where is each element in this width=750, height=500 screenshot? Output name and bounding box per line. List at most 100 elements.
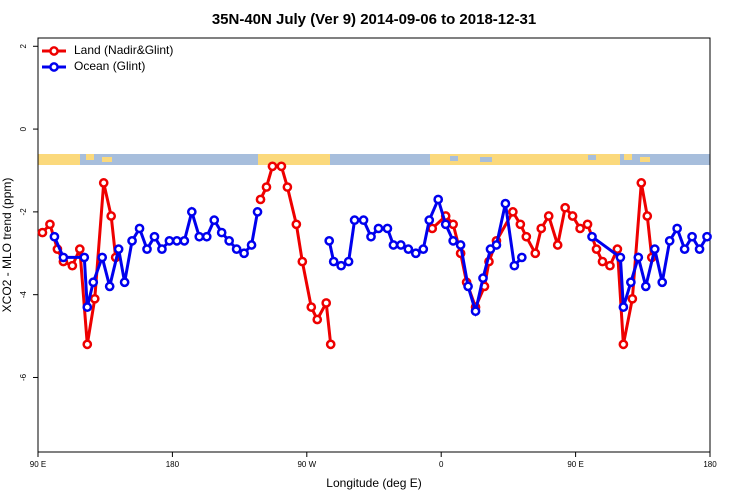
y-tick-label: 0 [19,126,28,131]
data-point [626,277,636,288]
data-point [134,223,145,234]
data-point [491,240,502,250]
data-point [687,231,697,242]
data-point [382,223,393,234]
land-mask-strip [38,154,710,165]
data-point [418,244,429,254]
data-point [49,231,60,242]
data-point [246,240,257,250]
data-point [113,244,124,254]
data-point [424,215,435,226]
y-tick-label: 2 [19,44,28,49]
data-point [403,244,414,254]
data-point [209,215,220,226]
data-point [252,207,263,217]
data-point [261,182,272,192]
data-point [642,211,653,221]
y-tick-label: -6 [19,373,28,381]
data-point [373,223,384,234]
data-point [618,302,629,312]
data-point [388,240,399,250]
data-point [500,198,511,209]
data-point [325,339,336,350]
data-point [267,161,278,172]
data-point [470,306,481,317]
y-axis-label: XCO2 - MLO trend (ppm) [0,178,14,313]
data-point [508,207,518,217]
y-tick-label: -4 [19,291,28,299]
x-tick-label: 90 E [30,460,46,469]
data-point [312,314,323,325]
legend-marker [49,46,59,56]
data-point [255,194,266,205]
data-point [448,236,458,246]
data-point [605,260,615,271]
y-tick-label: -2 [19,208,28,216]
data-point [633,252,644,263]
data-point [127,236,137,246]
data-point [640,281,651,292]
series-line [53,195,709,318]
x-tick-label: 90 W [297,460,316,469]
data-point [186,207,197,217]
x-axis-label: Longitude (deg E) [326,476,421,490]
data-point [282,182,293,192]
data-point [536,223,547,234]
data-point [291,219,302,230]
data-point [142,244,152,254]
x-tick-label: 90 E [567,460,583,469]
data-point [82,302,93,312]
data-point [509,260,520,271]
data-point [575,223,585,234]
data-point [216,227,227,238]
data-point [612,244,623,254]
data-point [396,240,406,250]
chart-title: 35N-40N July (Ver 9) 2014-09-06 to 2018-… [212,11,536,28]
data-point [306,302,317,312]
data-point [530,248,541,259]
data-point [521,231,532,242]
data-point [172,236,182,246]
data-point [657,277,668,288]
data-point [427,223,438,234]
data-point [349,215,360,226]
data-point [433,194,444,205]
data-point [336,260,346,271]
data-point [164,236,175,246]
data-point [587,231,597,242]
data-point [231,244,242,254]
data-point [297,256,308,267]
data-point [239,248,249,259]
data-point [58,252,69,263]
x-tick-label: 0 [439,460,444,469]
data-point [591,244,602,254]
series-line [41,164,654,345]
data-point [672,223,682,234]
data-point [201,231,212,242]
data-point [358,215,369,226]
data-point [45,219,55,230]
data-point [463,281,473,292]
plot-frame [37,37,711,453]
x-tick-label: 180 [703,460,717,469]
data-point [276,161,287,172]
data-point [664,236,675,246]
data-point [366,231,376,242]
data-point [97,252,108,263]
data-point [560,202,570,213]
data-point [543,211,554,221]
data-point [328,256,339,267]
legend-label: Land (Nadir&Glint) [74,43,173,57]
data-point [448,219,458,230]
data-point [74,244,85,254]
data-point [567,211,578,221]
data-point [157,244,167,254]
data-point [582,219,593,230]
data-point [478,273,488,283]
data-point [119,277,130,288]
x-tick-label: 180 [166,460,180,469]
data-point [106,211,117,221]
data-point [516,252,527,263]
data-point [88,277,99,288]
